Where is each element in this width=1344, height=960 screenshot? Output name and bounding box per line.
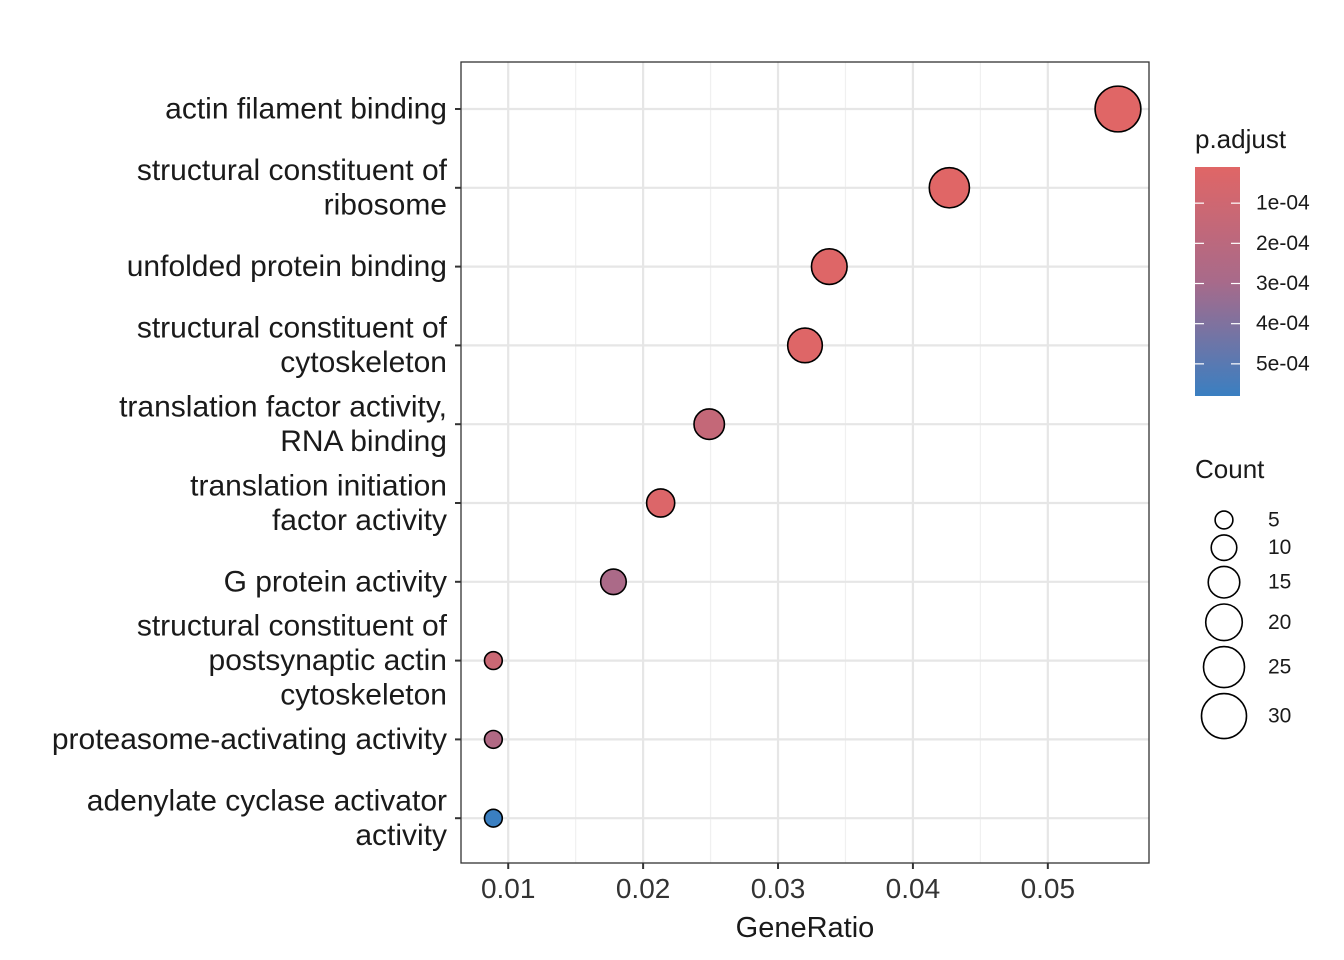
category-label-line: RNA binding: [280, 425, 447, 458]
size-legend-key: [1202, 645, 1246, 689]
points-layer: [483, 85, 1142, 828]
data-point: [693, 408, 726, 441]
panel-grid: [461, 62, 1149, 863]
category-label-line: cytoskeleton: [280, 346, 447, 379]
size-legend-label: 10: [1268, 536, 1291, 559]
category-label-line: activity: [355, 819, 447, 852]
category-label: adenylate cyclase activator activity: [87, 784, 447, 852]
category-label: structural constituent of postsynaptic ac…: [137, 610, 448, 712]
data-point: [483, 650, 504, 671]
category-label-line: proteasome-activating activity: [52, 723, 447, 756]
size-legend-label: 15: [1268, 571, 1291, 594]
size-legend-label: 25: [1268, 656, 1291, 679]
data-point: [928, 166, 971, 209]
data-point: [786, 327, 824, 364]
category-label: G protein activity: [224, 565, 447, 598]
data-point: [810, 247, 848, 286]
color-bar: [1195, 167, 1240, 396]
category-label: structural constituent of cytoskeleton: [137, 312, 448, 380]
category-label-line: factor activity: [272, 504, 447, 537]
size-legend-label: 30: [1268, 705, 1291, 728]
category-label-line: postsynaptic actin: [209, 644, 447, 677]
category-label-line: actin filament binding: [165, 93, 447, 126]
color-legend-label: 5e-04: [1256, 352, 1310, 375]
category-label: translation initiation factor activity: [190, 469, 447, 537]
category-label-line: structural constituent of: [137, 610, 448, 643]
x-axis-title: GeneRatio: [736, 912, 875, 944]
category-label: translation factor activity, RNA binding: [119, 390, 447, 458]
size-legend-key: [1210, 534, 1238, 562]
color-legend-label: 3e-04: [1256, 272, 1310, 295]
x-tick-label: 0.05: [1021, 873, 1076, 904]
data-point: [483, 808, 504, 828]
category-label-line: ribosome: [324, 189, 447, 222]
category-label-line: adenylate cyclase activator: [87, 784, 447, 817]
size-legend-label: 20: [1268, 611, 1291, 634]
size-legend-key: [1204, 603, 1244, 642]
category-label-line: G protein activity: [224, 565, 447, 598]
category-label-line: structural constituent of: [137, 312, 448, 345]
size-legend-key: [1200, 692, 1248, 740]
color-legend-title: p.adjust: [1195, 124, 1287, 154]
category-label-line: structural constituent of: [137, 154, 448, 187]
color-legend: p.adjust 1e-04 2e-04 3e-04 4e-04 5e-04: [1195, 124, 1310, 396]
category-label-line: translation initiation: [190, 469, 447, 502]
category-label: actin filament binding: [165, 93, 447, 126]
color-legend-label: 4e-04: [1256, 312, 1310, 335]
size-legend-label: 5: [1268, 509, 1280, 532]
data-point: [599, 568, 628, 596]
data-point: [483, 729, 504, 750]
x-tick-label: 0.03: [751, 873, 806, 904]
size-legend: Count 5 10 15 20 25 30: [1195, 454, 1291, 740]
color-legend-label: 1e-04: [1256, 192, 1310, 215]
data-point: [1094, 85, 1142, 133]
y-axis: actin filament binding structural constit…: [52, 93, 461, 852]
category-label-line: cytoskeleton: [280, 679, 447, 712]
category-label: proteasome-activating activity: [52, 723, 447, 756]
x-tick-label: 0.02: [616, 873, 671, 904]
category-label-line: translation factor activity,: [119, 390, 447, 423]
category-label: structural constituent of ribosome: [137, 154, 448, 222]
color-legend-label: 2e-04: [1256, 232, 1310, 255]
x-tick-label: 0.04: [886, 873, 941, 904]
size-legend-key: [1207, 565, 1241, 599]
x-tick-label: 0.01: [481, 873, 536, 904]
panel-border: [460, 61, 1150, 864]
category-label: unfolded protein binding: [127, 250, 447, 283]
size-legend-key: [1214, 510, 1234, 530]
size-legend-title: Count: [1195, 454, 1265, 484]
data-point: [645, 488, 676, 518]
x-axis: 0.01 0.02 0.03 0.04 0.05: [481, 863, 1075, 904]
category-label-line: unfolded protein binding: [127, 250, 447, 283]
